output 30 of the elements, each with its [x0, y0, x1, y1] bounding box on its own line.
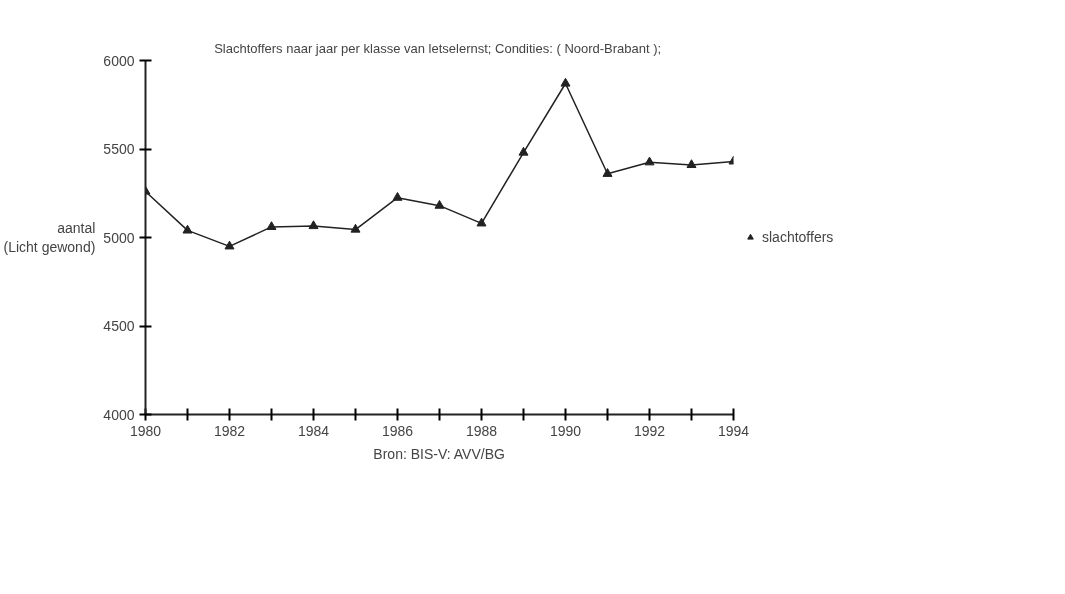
chart-title: Slachtoffers naar jaar per klasse van letselernst; Condities: ( Noord-Brabant );	[214, 40, 662, 56]
point	[266, 221, 277, 230]
y-tick-label: 4000	[103, 406, 135, 423]
point	[602, 168, 613, 177]
y-tick-label: 4500	[103, 318, 135, 334]
legend-label: slachtoffers	[762, 229, 834, 245]
y-tick-label: 5500	[103, 141, 135, 157]
point	[518, 146, 529, 156]
x-tick-label: 1980	[129, 422, 162, 439]
x-tick-label: 1990	[549, 422, 582, 439]
point	[644, 156, 655, 166]
point	[392, 191, 403, 201]
x-tick-label: 1982	[213, 422, 246, 439]
y-tick-label: 6000	[103, 52, 135, 69]
y-tick-label: 5000	[103, 229, 135, 246]
point	[182, 224, 193, 234]
text: Bron: BIS-V: AVV/BG	[373, 445, 505, 462]
point	[560, 77, 571, 87]
x-tick-label: 1992	[633, 422, 666, 439]
point	[476, 217, 487, 227]
y-axis-title: aantal (Licht gewond)	[3, 219, 96, 256]
x-tick-label: 1988	[465, 422, 498, 439]
point	[686, 159, 697, 169]
point	[350, 223, 361, 233]
point	[308, 220, 319, 230]
x-tick-label: 1984	[297, 422, 330, 439]
x-tick-label: 1986	[381, 422, 414, 439]
point	[434, 199, 445, 209]
point	[224, 240, 235, 250]
x-tick-label: 1994	[717, 422, 750, 439]
